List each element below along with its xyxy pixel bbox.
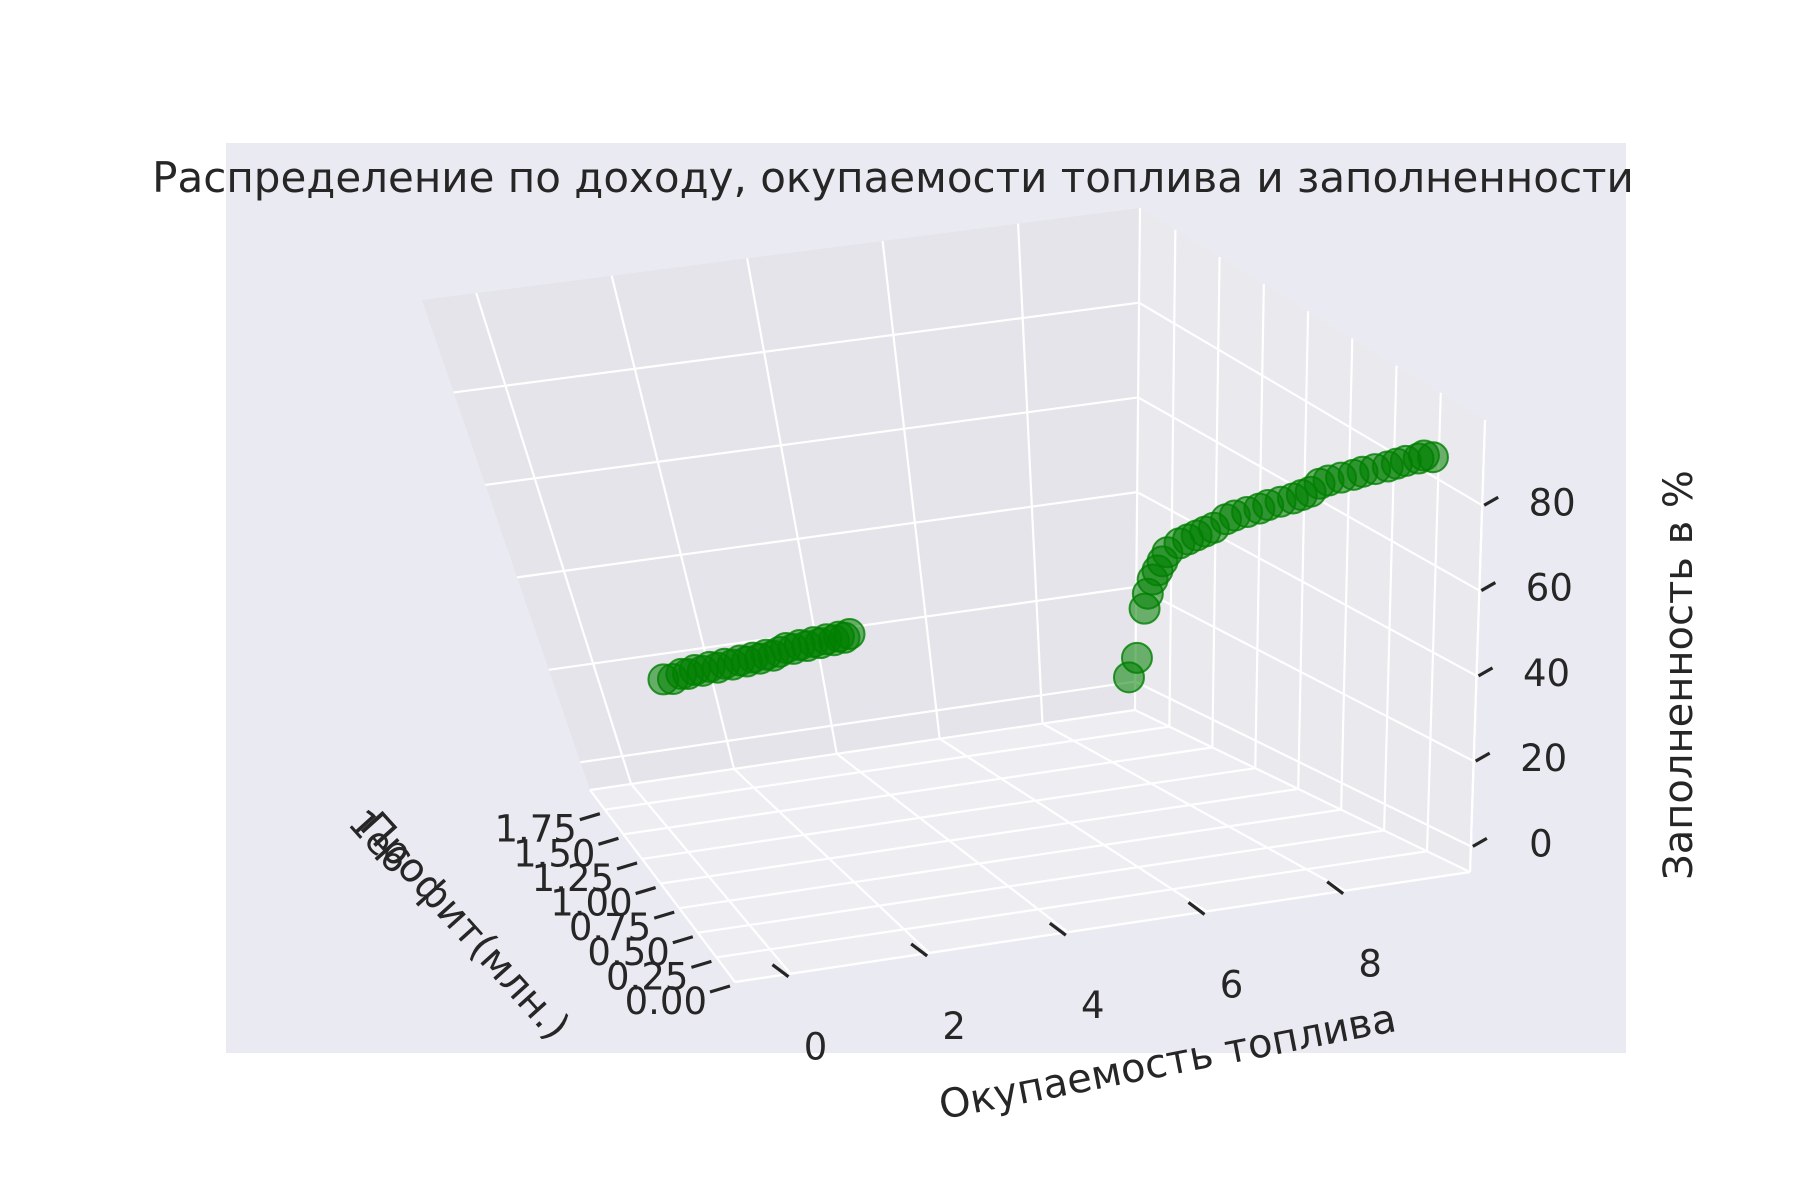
floor-pane bbox=[590, 710, 1470, 982]
x-gridline-floor bbox=[679, 808, 1342, 910]
back-pane bbox=[422, 208, 1140, 790]
y-gridline-back bbox=[475, 292, 633, 785]
x-gridline-side bbox=[1168, 229, 1177, 727]
x-gridline-floor bbox=[716, 850, 1428, 959]
x-tick-label: 1.25 bbox=[532, 857, 614, 900]
x-tick-mark bbox=[616, 861, 638, 871]
x-tick-label: 1.00 bbox=[550, 882, 632, 925]
x-tick-mark bbox=[598, 836, 619, 846]
axis-panes bbox=[422, 208, 1485, 982]
z-gridline-back bbox=[580, 680, 1136, 764]
x-gridline-side bbox=[1340, 338, 1354, 810]
z-tick-mark bbox=[1477, 666, 1494, 678]
z-tick-mark bbox=[1480, 581, 1497, 592]
x-tick-label: 0.00 bbox=[625, 980, 707, 1023]
x-tick-label: 1.50 bbox=[513, 832, 595, 875]
y-tick-mark bbox=[910, 942, 929, 958]
y-gridline-floor bbox=[836, 752, 1069, 934]
scatter-point bbox=[1120, 641, 1153, 674]
side-pane bbox=[1135, 208, 1485, 872]
z-gridline-side bbox=[1135, 585, 1475, 763]
z-tick-label: 80 bbox=[1529, 481, 1576, 524]
x-tick-label: 1.75 bbox=[494, 808, 576, 851]
pane-edge bbox=[1133, 207, 1142, 711]
x-tick-label: 0.50 bbox=[587, 931, 669, 974]
y-gridline-back bbox=[881, 240, 941, 739]
x-gridline-floor bbox=[623, 746, 1213, 836]
z-gridline-back bbox=[453, 301, 1140, 394]
x-gridline-side bbox=[1297, 311, 1310, 789]
x-tick-label: 0.25 bbox=[606, 955, 688, 998]
x-axis-ticks: 0.000.250.500.751.001.251.501.75 bbox=[494, 808, 731, 1023]
x-gridline-floor bbox=[660, 787, 1299, 885]
pane-edge bbox=[1134, 709, 1471, 873]
z-tick-label: 20 bbox=[1520, 737, 1567, 780]
y-tick-mark bbox=[771, 963, 790, 978]
scatter-point bbox=[833, 618, 866, 651]
data-points bbox=[647, 439, 1449, 696]
x-tick-mark bbox=[635, 886, 657, 896]
x-gridline-side bbox=[1254, 284, 1265, 769]
z-gridline-back bbox=[485, 396, 1139, 486]
pane-edge bbox=[589, 789, 736, 983]
y-tick-label: 2 bbox=[942, 1005, 966, 1048]
z-tick-mark bbox=[1483, 495, 1499, 507]
z-tick-label: 60 bbox=[1526, 567, 1573, 610]
pane-edge bbox=[589, 708, 1136, 792]
z-gridline-side bbox=[1134, 680, 1472, 848]
z-tick-label: 0 bbox=[1529, 822, 1553, 865]
x-tick-label: 0.75 bbox=[569, 906, 651, 949]
y-tick-label: 0 bbox=[804, 1026, 828, 1069]
y-axis-ticks: 0 2 4 6 8 bbox=[771, 880, 1382, 1069]
x-tick-mark bbox=[653, 910, 675, 920]
y-gridline-back bbox=[1016, 223, 1044, 724]
y-gridline-back bbox=[610, 275, 736, 770]
y-gridline-floor bbox=[1041, 722, 1346, 892]
y-gridline-floor bbox=[733, 768, 930, 954]
y-gridline-back bbox=[746, 258, 838, 754]
x-gridline-floor bbox=[697, 829, 1385, 934]
y-gridline-floor bbox=[939, 737, 1208, 913]
pane-edge bbox=[1468, 419, 1487, 873]
x-tick-mark bbox=[579, 812, 601, 822]
x-gridline-side bbox=[1383, 365, 1398, 831]
x-tick-mark bbox=[690, 959, 712, 969]
y-tick-label: 6 bbox=[1220, 963, 1244, 1006]
x-gridline-floor bbox=[641, 767, 1256, 861]
x-tick-mark bbox=[709, 984, 731, 994]
x-tick-mark bbox=[672, 935, 694, 945]
pane-edge bbox=[734, 870, 1471, 984]
z-tick-label: 40 bbox=[1523, 652, 1570, 695]
z-tick-mark bbox=[1472, 837, 1488, 848]
y-tick-label: 4 bbox=[1081, 984, 1105, 1027]
scatter-point bbox=[1416, 441, 1449, 474]
y-tick-mark bbox=[1326, 880, 1345, 895]
z-gridline-back bbox=[516, 491, 1138, 579]
z-axis-label: Заполненность в % bbox=[1656, 470, 1702, 880]
y-tick-mark bbox=[1048, 921, 1067, 937]
z-tick-mark bbox=[1474, 751, 1491, 763]
y-gridline-floor bbox=[630, 783, 792, 975]
z-axis-ticks: 0 20 40 60 80 bbox=[1472, 481, 1576, 865]
gridlines bbox=[453, 207, 1487, 984]
x-gridline-side bbox=[1211, 256, 1221, 748]
y-tick-mark bbox=[1187, 901, 1206, 916]
chart-title: Распределение по доходу, окупаемости топ… bbox=[152, 153, 1634, 202]
y-tick-label: 8 bbox=[1358, 943, 1382, 986]
